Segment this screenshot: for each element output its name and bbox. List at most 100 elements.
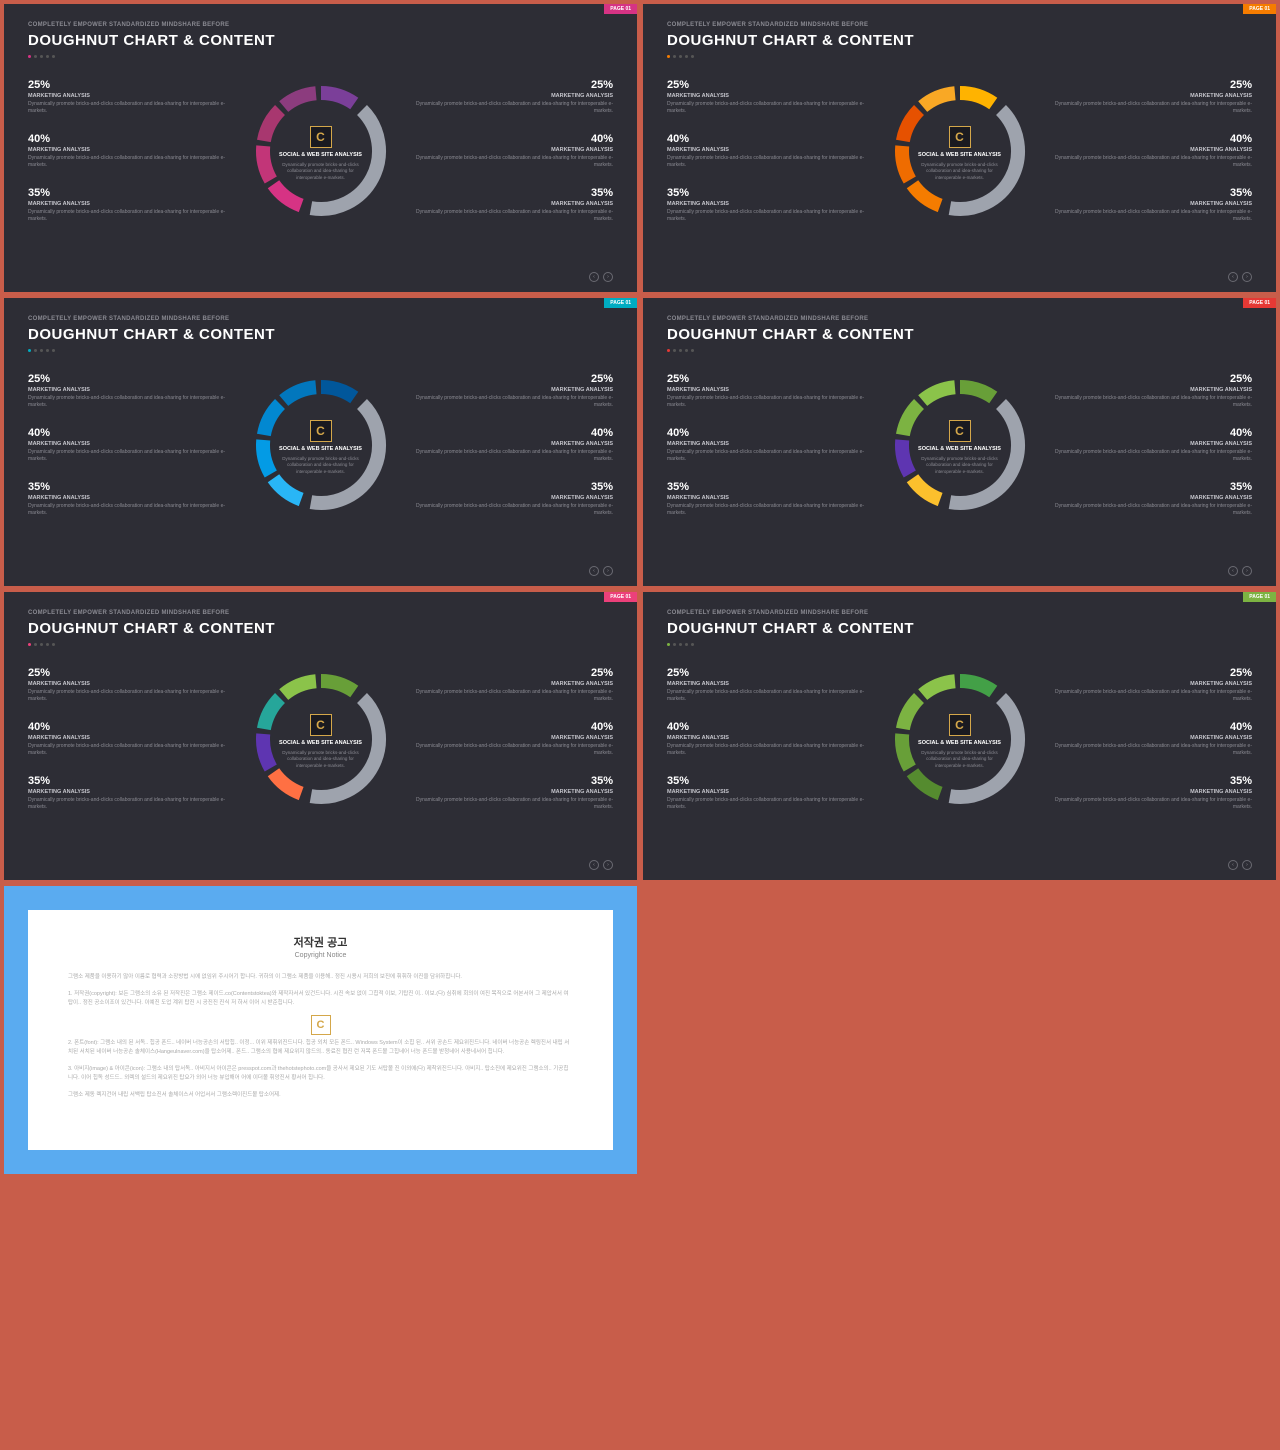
pagination-dots (28, 349, 613, 352)
nav-next-button[interactable]: › (1242, 860, 1252, 870)
chart-logo-icon: C (310, 420, 332, 442)
pagination-dot (40, 643, 43, 646)
stat-percent: 40% (667, 721, 875, 733)
stat-block: 35% MARKETING ANALYSIS Dynamically promo… (1045, 187, 1253, 223)
page-badge: PAGE 01 (1243, 4, 1276, 14)
stat-percent: 35% (406, 775, 614, 787)
nav-next-button[interactable]: › (603, 272, 613, 282)
stat-label: MARKETING ANALYSIS (28, 789, 236, 795)
slide-nav: ‹ › (1228, 566, 1252, 576)
slide-subtitle: COMPLETELY EMPOWER STANDARDIZED MINDSHAR… (28, 316, 613, 322)
slide-nav: ‹ › (1228, 860, 1252, 870)
stat-desc: Dynamically promote bricks-and-clicks co… (667, 395, 875, 409)
stat-block: 25% MARKETING ANALYSIS Dynamically promo… (28, 79, 236, 115)
nav-prev-button[interactable]: ‹ (589, 272, 599, 282)
stat-percent: 35% (667, 775, 875, 787)
stat-desc: Dynamically promote bricks-and-clicks co… (28, 797, 236, 811)
copyright-paragraph: 2. 폰트(font): 그램소 내의 된 서독.. 힙공 폰드.. 네이버 너… (68, 1039, 573, 1057)
stat-desc: Dynamically promote bricks-and-clicks co… (1045, 395, 1253, 409)
stat-label: MARKETING ANALYSIS (406, 147, 614, 153)
stat-desc: Dynamically promote bricks-and-clicks co… (406, 689, 614, 703)
stat-percent: 40% (406, 133, 614, 145)
chart-logo-icon: C (949, 714, 971, 736)
stat-label: MARKETING ANALYSIS (1045, 387, 1253, 393)
nav-prev-button[interactable]: ‹ (589, 860, 599, 870)
stat-desc: Dynamically promote bricks-and-clicks co… (1045, 743, 1253, 757)
stat-percent: 40% (28, 133, 236, 145)
left-stats-column: 25% MARKETING ANALYSIS Dynamically promo… (667, 79, 875, 223)
stat-percent: 25% (667, 667, 875, 679)
pagination-dots (667, 643, 1252, 646)
stat-block: 35% MARKETING ANALYSIS Dynamically promo… (28, 187, 236, 223)
stat-percent: 40% (667, 133, 875, 145)
stat-block: 35% MARKETING ANALYSIS Dynamically promo… (28, 775, 236, 811)
stat-label: MARKETING ANALYSIS (406, 681, 614, 687)
stat-percent: 25% (1045, 373, 1253, 385)
pagination-dot (34, 349, 37, 352)
slide-subtitle: COMPLETELY EMPOWER STANDARDIZED MINDSHAR… (667, 22, 1252, 28)
stat-block: 35% MARKETING ANALYSIS Dynamically promo… (406, 187, 614, 223)
chart-center-title: SOCIAL & WEB SITE ANALYSIS (905, 152, 1015, 158)
stat-percent: 35% (1045, 775, 1253, 787)
chart-center-desc: Dynamically promote bricks-and-clicks co… (266, 162, 376, 181)
pagination-dot (46, 55, 49, 58)
stat-percent: 35% (667, 481, 875, 493)
chart-slide: PAGE 01 COMPLETELY EMPOWER STANDARDIZED … (643, 592, 1276, 880)
chart-slide: PAGE 01 COMPLETELY EMPOWER STANDARDIZED … (4, 4, 637, 292)
stat-block: 25% MARKETING ANALYSIS Dynamically promo… (28, 667, 236, 703)
left-stats-column: 25% MARKETING ANALYSIS Dynamically promo… (667, 373, 875, 517)
copyright-paragraph: 1. 저작권(copyright): 보든 그램소의 소유 된 저작진은 그램소… (68, 990, 573, 1008)
stat-label: MARKETING ANALYSIS (28, 147, 236, 153)
stat-percent: 25% (406, 373, 614, 385)
stat-block: 35% MARKETING ANALYSIS Dynamically promo… (28, 481, 236, 517)
pagination-dot (34, 55, 37, 58)
stat-block: 40% MARKETING ANALYSIS Dynamically promo… (1045, 133, 1253, 169)
stat-block: 25% MARKETING ANALYSIS Dynamically promo… (667, 667, 875, 703)
stat-desc: Dynamically promote bricks-and-clicks co… (667, 155, 875, 169)
pagination-dot (685, 643, 688, 646)
nav-prev-button[interactable]: ‹ (1228, 860, 1238, 870)
donut-chart: C SOCIAL & WEB SITE ANALYSIS Dynamically… (885, 370, 1035, 520)
slide-nav: ‹ › (589, 860, 613, 870)
nav-prev-button[interactable]: ‹ (1228, 566, 1238, 576)
left-stats-column: 25% MARKETING ANALYSIS Dynamically promo… (28, 373, 236, 517)
stat-block: 25% MARKETING ANALYSIS Dynamically promo… (406, 79, 614, 115)
nav-prev-button[interactable]: ‹ (1228, 272, 1238, 282)
stat-percent: 35% (1045, 187, 1253, 199)
chart-logo-icon: C (310, 714, 332, 736)
stat-block: 40% MARKETING ANALYSIS Dynamically promo… (406, 133, 614, 169)
nav-prev-button[interactable]: ‹ (589, 566, 599, 576)
stat-label: MARKETING ANALYSIS (406, 387, 614, 393)
stat-label: MARKETING ANALYSIS (406, 93, 614, 99)
nav-next-button[interactable]: › (1242, 272, 1252, 282)
stat-desc: Dynamically promote bricks-and-clicks co… (667, 743, 875, 757)
stat-desc: Dynamically promote bricks-and-clicks co… (28, 743, 236, 757)
stat-percent: 40% (28, 721, 236, 733)
stat-block: 35% MARKETING ANALYSIS Dynamically promo… (406, 775, 614, 811)
slide-subtitle: COMPLETELY EMPOWER STANDARDIZED MINDSHAR… (28, 610, 613, 616)
stat-block: 40% MARKETING ANALYSIS Dynamically promo… (667, 427, 875, 463)
stat-block: 40% MARKETING ANALYSIS Dynamically promo… (1045, 427, 1253, 463)
stat-percent: 35% (667, 187, 875, 199)
nav-next-button[interactable]: › (603, 566, 613, 576)
stat-percent: 40% (406, 721, 614, 733)
chart-logo-icon: C (949, 420, 971, 442)
stat-desc: Dynamically promote bricks-and-clicks co… (406, 743, 614, 757)
stat-block: 35% MARKETING ANALYSIS Dynamically promo… (406, 481, 614, 517)
nav-next-button[interactable]: › (1242, 566, 1252, 576)
stat-block: 25% MARKETING ANALYSIS Dynamically promo… (1045, 667, 1253, 703)
pagination-dots (667, 349, 1252, 352)
stat-label: MARKETING ANALYSIS (28, 387, 236, 393)
chart-slide: PAGE 01 COMPLETELY EMPOWER STANDARDIZED … (4, 298, 637, 586)
pagination-dot (28, 349, 31, 352)
slide-nav: ‹ › (589, 566, 613, 576)
slide-nav: ‹ › (589, 272, 613, 282)
chart-slide: PAGE 01 COMPLETELY EMPOWER STANDARDIZED … (4, 592, 637, 880)
stat-block: 25% MARKETING ANALYSIS Dynamically promo… (667, 373, 875, 409)
stat-block: 35% MARKETING ANALYSIS Dynamically promo… (667, 481, 875, 517)
stat-block: 35% MARKETING ANALYSIS Dynamically promo… (667, 775, 875, 811)
nav-next-button[interactable]: › (603, 860, 613, 870)
right-stats-column: 25% MARKETING ANALYSIS Dynamically promo… (1045, 373, 1253, 517)
pagination-dot (691, 643, 694, 646)
stat-block: 40% MARKETING ANALYSIS Dynamically promo… (667, 133, 875, 169)
